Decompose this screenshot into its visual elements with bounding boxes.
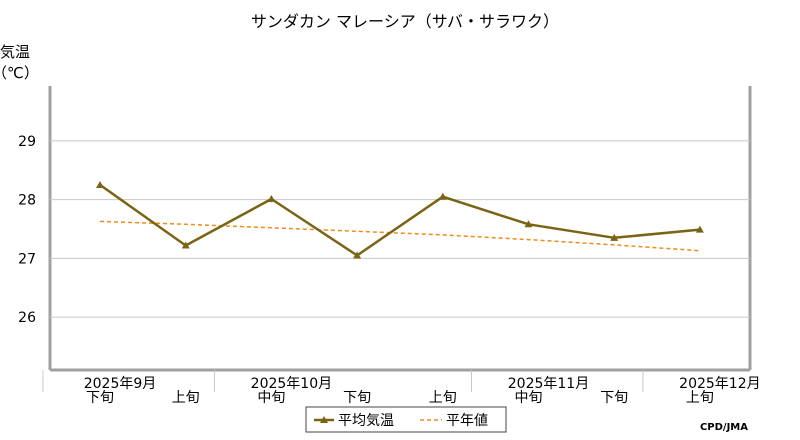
y-tick-label-0: 26	[18, 310, 36, 326]
x-axis: 下旬 上旬 中旬 下旬 上旬 中旬 下旬 上旬 2025年9月 2025年10月 2025年11月 2…	[42, 370, 761, 406]
month-label-3: 2025年12月	[679, 376, 760, 392]
data-point-0	[96, 180, 104, 188]
month-label-2: 2025年11月	[508, 376, 589, 392]
legend-label-series-0: 平均気温	[338, 413, 394, 429]
series-lines	[96, 180, 704, 259]
plot-background	[50, 88, 750, 370]
x-tick-label-6: 下旬	[600, 390, 628, 406]
y-tick-label-3: 29	[18, 134, 36, 150]
legend: 平均気温 平年値	[305, 406, 507, 433]
month-label-1: 2025年10月	[251, 376, 332, 392]
legend-box	[305, 406, 507, 433]
data-point-4	[438, 192, 447, 200]
month-label-0: 2025年9月	[84, 376, 157, 392]
x-tick-label-1: 上旬	[172, 390, 200, 406]
data-point-2	[267, 195, 276, 203]
data-point-1	[181, 241, 190, 249]
y-tick-label-1: 27	[18, 251, 36, 267]
data-point-3	[353, 251, 362, 259]
data-point-5	[524, 220, 533, 228]
gridlines	[50, 140, 750, 318]
y-axis-label-line2: （℃）	[0, 64, 39, 82]
x-tick-label-3: 下旬	[343, 390, 371, 406]
chart-title: サンダカン マレーシア（サバ・サラワク）	[251, 12, 559, 31]
series-line-0	[99, 183, 701, 257]
data-point-6	[610, 233, 619, 241]
x-tick-label-2: 中旬	[257, 390, 285, 406]
credit-label: CPD/JMA	[700, 422, 748, 433]
x-tick-label-7: 上旬	[686, 390, 714, 406]
x-tick-label-4: 上旬	[429, 390, 457, 406]
y-tick-label-2: 28	[18, 193, 36, 209]
legend-marker-series-0	[320, 416, 328, 423]
data-point-7	[695, 225, 704, 233]
legend-label-series-1: 平年値	[446, 413, 488, 429]
x-tick-label-0: 下旬	[86, 390, 114, 406]
x-tick-label-5: 中旬	[515, 390, 543, 406]
y-tick-labels: 26 27 28 29	[18, 134, 36, 326]
plot-area	[48, 86, 752, 372]
y-axis-label-line1: 気温	[0, 43, 30, 61]
series-line-1	[99, 220, 700, 252]
